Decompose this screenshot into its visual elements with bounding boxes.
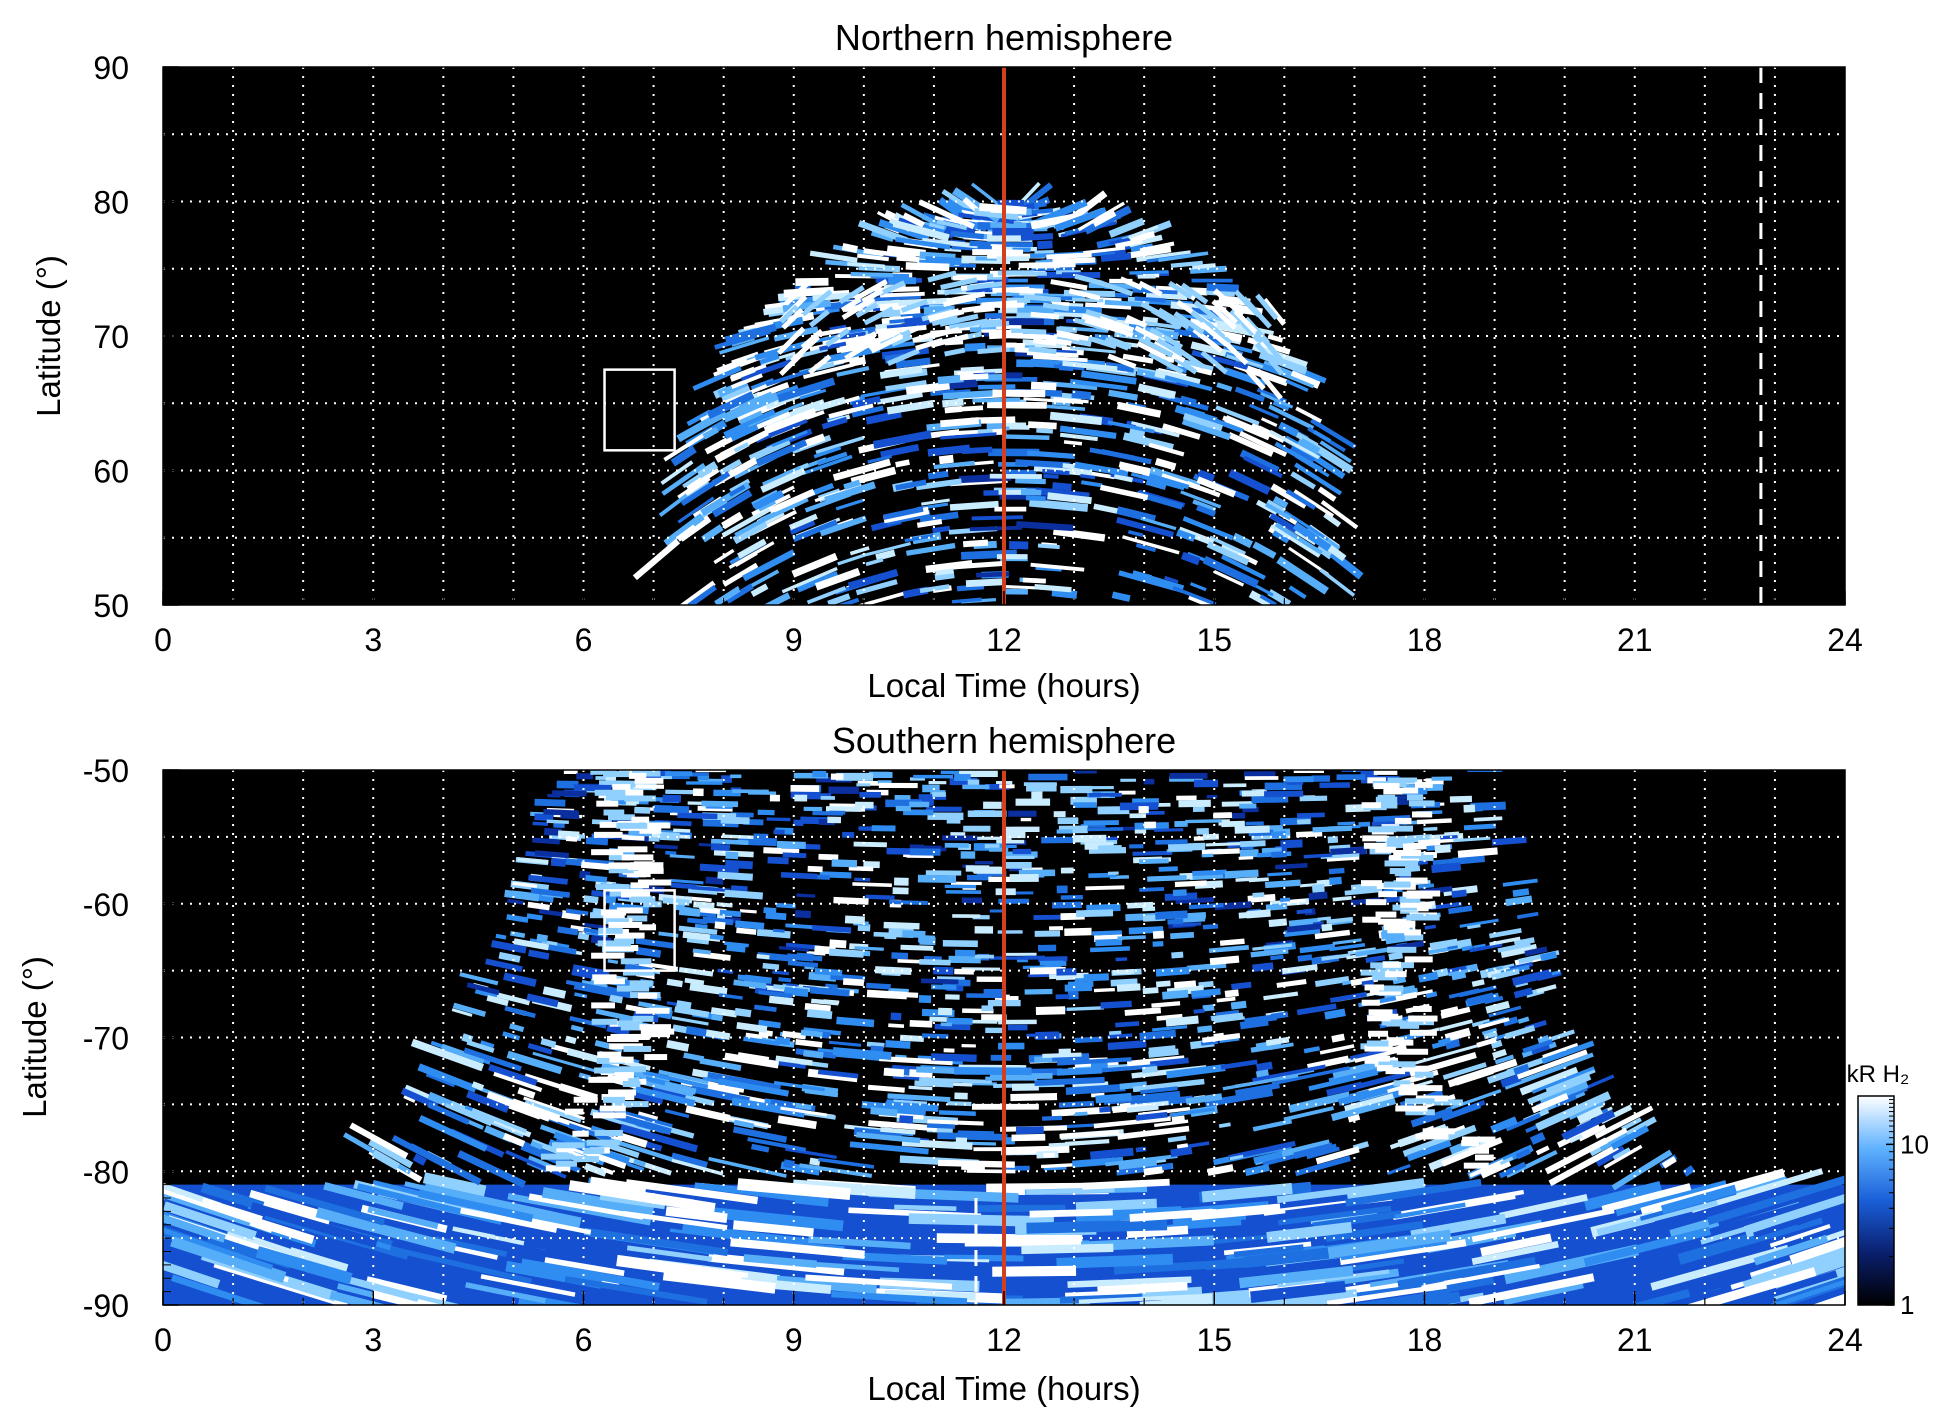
north-xtick-label: 3	[364, 622, 382, 658]
north-title: Northern hemisphere	[835, 17, 1173, 58]
south-ytick-label: -70	[83, 1021, 129, 1057]
north-xtick-label: 12	[986, 622, 1022, 658]
north-grid	[163, 67, 1845, 605]
south-xtick-label: 18	[1407, 1322, 1443, 1358]
south-title: Southern hemisphere	[832, 720, 1176, 761]
south-panel: Southern hemisphere 0 3 6 9 12 15 18 21 24 -90 -80…	[16, 720, 1929, 1407]
south-ytick-label: -60	[83, 887, 129, 923]
north-ytick-label: 90	[93, 50, 129, 86]
north-xtick-label: 15	[1196, 622, 1232, 658]
south-xlabel: Local Time (hours)	[867, 1370, 1140, 1407]
colorbar-ticks: 1 10	[1886, 1095, 1929, 1320]
north-xtick-label: 6	[575, 622, 593, 658]
north-emission-map	[632, 181, 1364, 605]
south-sample-box	[603, 889, 676, 972]
south-ytick-label: -80	[83, 1154, 129, 1190]
colorbar-tick-label: 1	[1900, 1290, 1914, 1320]
south-ylabel: Latitude (°)	[16, 956, 53, 1118]
north-ytick-label: 60	[93, 454, 129, 490]
colorbar: kR H₂ 1 10	[1847, 1061, 1929, 1320]
north-xtick-label: 9	[785, 622, 803, 658]
south-xtick-label: 0	[154, 1322, 172, 1358]
south-ytick-label: -90	[83, 1288, 129, 1324]
south-xtick-label: 12	[986, 1322, 1022, 1358]
south-xtick-label: 21	[1617, 1322, 1653, 1358]
south-axis-ticks: 0 3 6 9 12 15 18 21 24 -90 -80 -70 -60 -50	[83, 753, 1863, 1358]
north-xtick-label: 21	[1617, 622, 1653, 658]
north-ytick-label: 80	[93, 185, 129, 221]
south-grid	[163, 770, 1845, 1305]
south-xtick-label: 3	[364, 1322, 382, 1358]
south-xtick-label: 15	[1196, 1322, 1232, 1358]
south-xtick-label: 24	[1827, 1322, 1863, 1358]
north-ylabel: Latitude (°)	[30, 255, 67, 417]
north-xtick-label: 18	[1407, 622, 1443, 658]
north-ytick-label: 50	[93, 588, 129, 624]
north-xlabel: Local Time (hours)	[867, 667, 1140, 704]
colorbar-tick-label: 10	[1900, 1129, 1929, 1159]
north-xtick-label: 0	[154, 622, 172, 658]
north-xtick-label: 24	[1827, 622, 1863, 658]
south-emission-map	[163, 770, 1845, 1305]
south-ytick-label: -50	[83, 753, 129, 789]
north-panel: Northern hemisphere 0 3 6 9 12 15 18 21 24 50 60 70…	[30, 17, 1863, 704]
colorbar-label: kR H₂	[1847, 1061, 1910, 1088]
colorbar-gradient	[1857, 1095, 1895, 1306]
north-sample-box	[603, 368, 676, 452]
south-xtick-label: 9	[785, 1322, 803, 1358]
south-xtick-label: 6	[575, 1322, 593, 1358]
north-ytick-label: 70	[93, 319, 129, 355]
north-axis-ticks: 0 3 6 9 12 15 18 21 24 50 60 70 80 90	[93, 50, 1862, 658]
